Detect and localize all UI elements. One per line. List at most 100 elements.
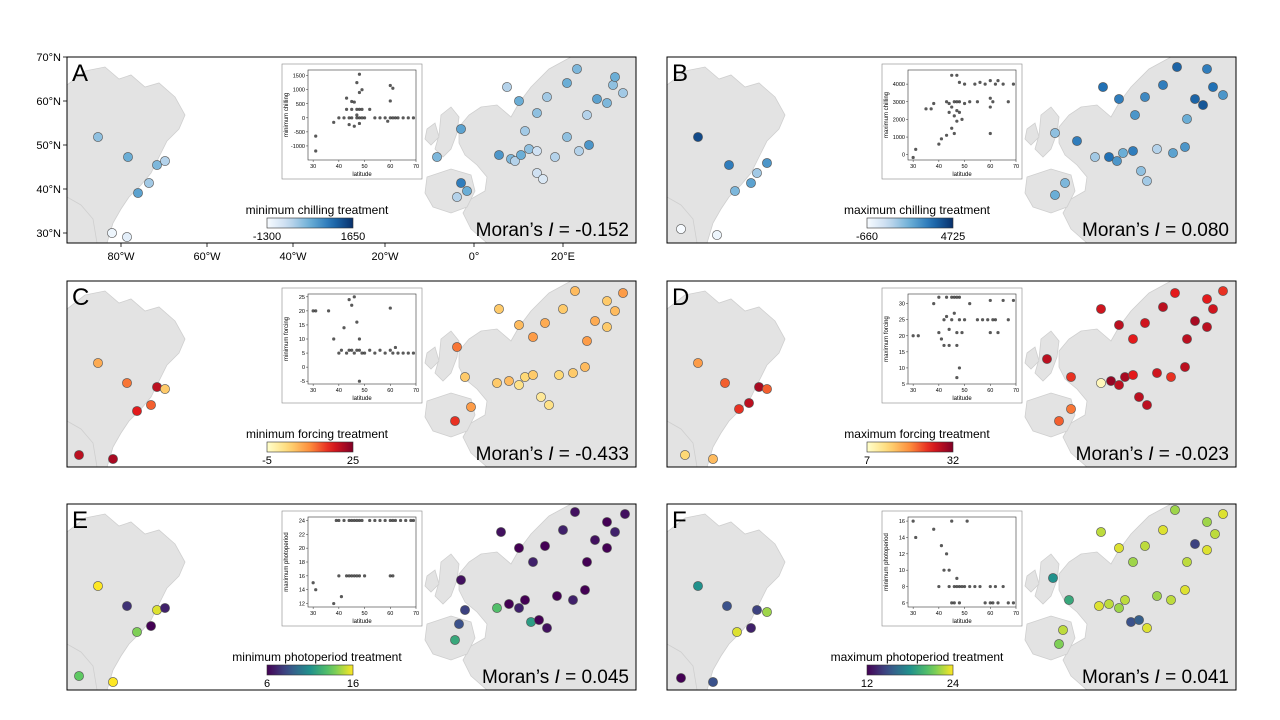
inset-x-tick-label: 70 — [1013, 388, 1019, 394]
inset-data-point — [947, 343, 951, 348]
inset-y-tick-label: 18 — [299, 560, 305, 566]
map-station — [712, 230, 722, 240]
map-station — [514, 96, 524, 106]
panel-frame — [66, 503, 637, 691]
map-station — [1054, 416, 1064, 426]
inset-data-point — [980, 318, 985, 322]
inset-scatter-plot: 30 40 50 60 70 6 8 10 12 14 16 latitude minimum phot… — [881, 510, 1023, 627]
inset-data-point — [952, 601, 956, 605]
inset-data-point — [355, 348, 359, 352]
inset-data-point — [939, 137, 944, 141]
inset-data-point — [955, 295, 959, 299]
inset-y-tick-label: 15 — [899, 350, 905, 356]
map-station — [1202, 322, 1212, 332]
map-station — [680, 450, 690, 460]
map-station — [1050, 128, 1060, 138]
inset-data-point — [355, 116, 359, 120]
colorbar-title: minimum photoperiod treatment — [232, 650, 402, 664]
inset-data-point — [983, 82, 987, 86]
morans-prefix: Moran’s — [476, 220, 549, 241]
inset-data-point — [991, 318, 995, 322]
map-station — [494, 304, 504, 314]
map-station — [520, 372, 530, 382]
inset-data-point — [988, 330, 992, 335]
colorbar-title: maximum chilling treatment — [844, 203, 991, 217]
map-station — [552, 591, 562, 601]
inset-data-point — [347, 116, 351, 120]
inset-data-point — [962, 584, 967, 589]
map-station — [1096, 527, 1106, 537]
map-station — [558, 525, 568, 535]
inset-data-point — [337, 518, 341, 523]
morans-prefix: Moran’s — [1076, 444, 1149, 465]
map-station — [1112, 156, 1122, 166]
inset-y-tick-label: 0 — [302, 116, 305, 122]
inset-data-point — [955, 375, 959, 380]
inset-data-point — [347, 518, 351, 523]
morans-value: = -0.152 — [553, 220, 629, 241]
inset-data-point — [347, 298, 351, 302]
inset-data-point — [344, 96, 349, 100]
latitude-tick-label: 50°N — [36, 140, 61, 152]
inset-data-point — [996, 78, 1000, 83]
inset-data-point — [350, 99, 354, 104]
map-station — [620, 509, 630, 519]
inset-x-tick-label: 30 — [910, 164, 916, 170]
inset-x-tick-label: 50 — [962, 388, 968, 394]
inset-data-point — [373, 518, 377, 523]
inset-y-tick-label: 3000 — [893, 100, 905, 106]
map-station — [492, 378, 502, 388]
map-station — [762, 607, 772, 617]
map-station — [754, 382, 764, 392]
inset-x-axis-label: latitude — [952, 619, 972, 625]
inset-x-axis-label: latitude — [952, 172, 972, 178]
inset-data-point — [378, 518, 382, 523]
inset-data-point — [378, 348, 382, 352]
inset-data-point — [939, 337, 944, 341]
map-station — [1190, 94, 1200, 104]
inset-data-point — [955, 119, 959, 123]
inset-x-tick-label: 60 — [987, 611, 993, 617]
map-station — [538, 174, 548, 184]
inset-data-point — [357, 574, 362, 578]
inset-data-point — [955, 576, 959, 580]
morans-value: = -0.023 — [1153, 444, 1229, 465]
map-station — [1182, 334, 1192, 344]
inset-x-tick-label: 70 — [413, 164, 419, 170]
inset-data-point — [386, 119, 390, 123]
map-station — [460, 605, 470, 615]
inset-data-point — [944, 133, 949, 137]
colorbar-max-label: 16 — [347, 678, 359, 690]
inset-data-point — [911, 519, 915, 523]
map-station — [762, 158, 772, 168]
inset-data-point — [350, 116, 354, 120]
inset-x-tick-label: 60 — [987, 388, 993, 394]
map-station — [536, 392, 546, 402]
inset-x-tick-label: 40 — [336, 388, 342, 394]
inset-data-point — [960, 584, 964, 589]
panel-letter: B — [672, 60, 688, 87]
inset-y-tick-label: 12 — [299, 602, 305, 608]
inset-y-tick-label: -5 — [300, 379, 305, 385]
inset-data-point — [355, 574, 359, 578]
map-station — [452, 192, 462, 202]
map-station — [762, 384, 772, 394]
inset-data-point — [1001, 584, 1005, 589]
map-station — [1106, 376, 1116, 386]
inset-data-point — [362, 351, 367, 355]
inset-data-point — [950, 295, 954, 299]
map-station — [504, 376, 514, 386]
map-station — [496, 527, 506, 537]
inset-data-point — [942, 318, 946, 322]
inset-data-point — [916, 334, 920, 338]
map-station — [1048, 573, 1058, 583]
inset-data-point — [957, 295, 962, 299]
inset-data-point — [396, 116, 400, 120]
inset-data-point — [937, 330, 941, 335]
map-station — [610, 527, 620, 537]
inset-x-tick-label: 50 — [362, 611, 368, 617]
map-station — [432, 152, 442, 162]
map-station — [1208, 82, 1218, 92]
map-station — [1096, 304, 1106, 314]
inset-data-point — [411, 518, 416, 523]
